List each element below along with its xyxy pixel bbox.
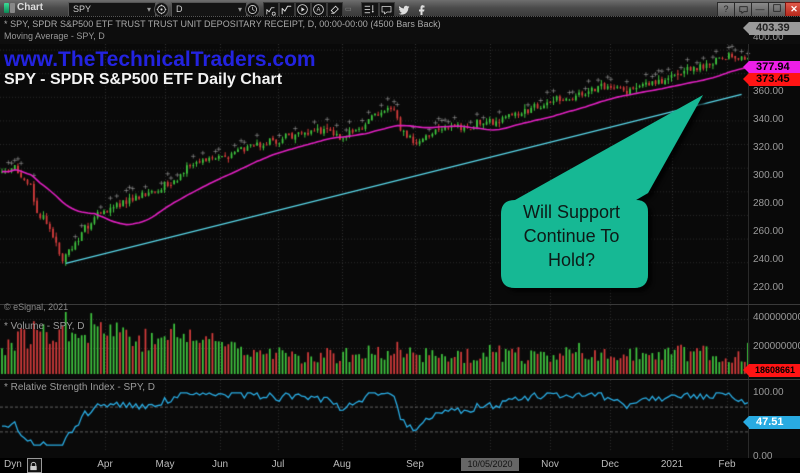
svg-text:A: A (317, 8, 321, 14)
